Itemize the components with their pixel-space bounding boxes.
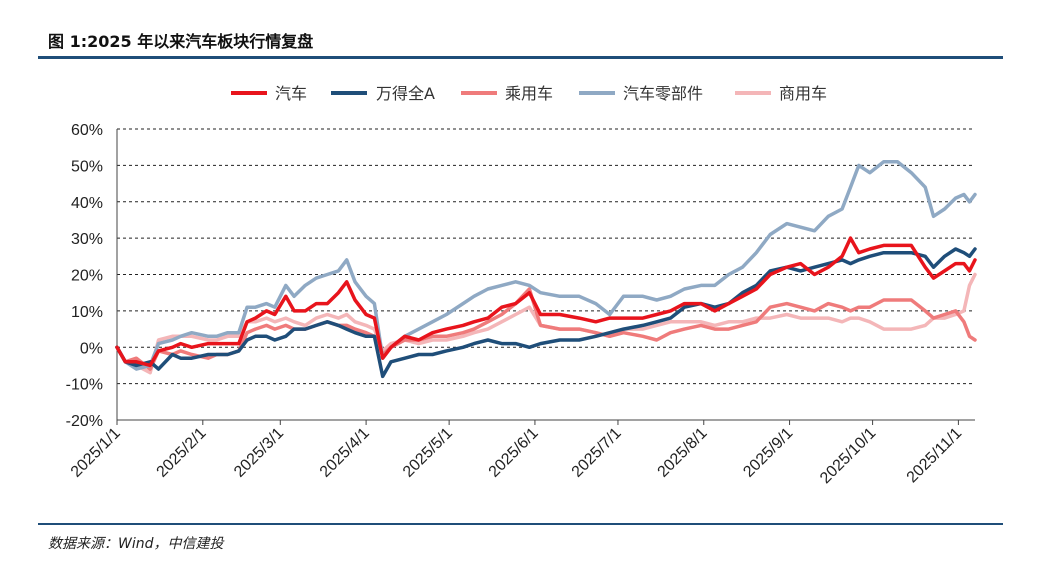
source-note: 数据来源：Wind，中信建投	[48, 536, 224, 552]
y-axis-ticks: -20% -10% 0% 10% 20% 30% 40% 50% 60%	[66, 122, 103, 430]
series-line	[115, 236, 977, 368]
x-tick-label: 2025/4/1	[317, 425, 373, 481]
x-tick-label: 2025/9/1	[740, 425, 796, 481]
y-tick-label: 20%	[71, 268, 103, 285]
x-tick-label: 2025/11/1	[904, 425, 966, 487]
x-tick-label: 2025/10/1	[817, 425, 879, 487]
series-line	[115, 159, 977, 371]
y-tick-label: 40%	[71, 195, 103, 212]
page-title: 图 1:2025 年以来汽车板块行情复盘	[48, 32, 314, 51]
y-tick-label: 30%	[71, 231, 103, 248]
chart-grid	[117, 128, 975, 421]
x-tick-label: 2025/6/1	[486, 425, 542, 481]
chart-series	[115, 159, 977, 379]
y-tick-label: -10%	[66, 377, 103, 394]
legend-label: 万得全A	[376, 84, 435, 103]
series-line	[115, 287, 977, 371]
y-tick-label: 50%	[71, 158, 103, 175]
y-tick-label: 60%	[71, 122, 103, 139]
legend-label: 汽车	[275, 84, 307, 103]
y-tick-label: -20%	[66, 413, 103, 430]
y-tick-label: 10%	[71, 304, 103, 321]
line-chart: 汽车 万得全A 乘用车 汽车零部件 商用车 -20% -10% 0% 10% 20% 30% 40%…	[66, 84, 977, 487]
legend-label: 汽车零部件	[623, 84, 703, 103]
x-tick-label: 2025/8/1	[655, 425, 711, 481]
x-tick-label: 2025/7/1	[569, 425, 625, 481]
legend-label: 乘用车	[505, 84, 553, 103]
x-tick-label: 2025/1/1	[68, 425, 124, 481]
top-divider	[38, 56, 1003, 59]
y-tick-label: 0%	[80, 340, 103, 357]
bottom-divider	[38, 523, 1003, 525]
x-axis: 2025/1/1 2025/2/1 2025/3/1 2025/4/1 2025/5/1…	[68, 129, 966, 487]
x-tick-label: 2025/2/1	[154, 425, 210, 481]
chart-legend: 汽车 万得全A 乘用车 汽车零部件 商用车	[231, 84, 827, 103]
legend-label: 商用车	[779, 84, 827, 103]
series-line	[115, 247, 977, 379]
x-tick-label: 2025/3/1	[231, 425, 287, 481]
x-tick-label: 2025/5/1	[400, 425, 456, 481]
